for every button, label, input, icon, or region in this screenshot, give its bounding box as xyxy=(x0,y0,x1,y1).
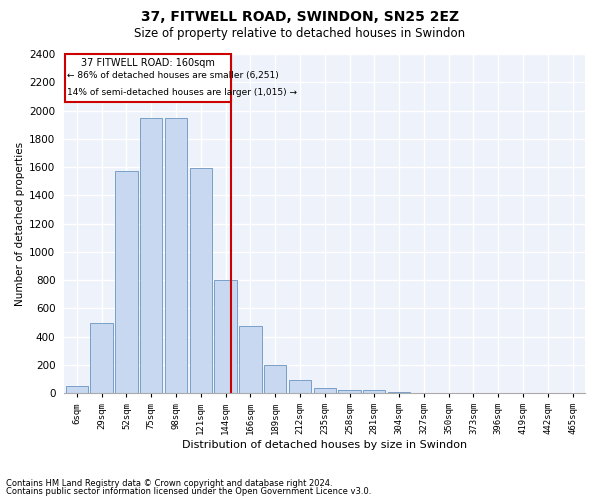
Bar xyxy=(264,365,286,393)
Bar xyxy=(314,388,336,393)
X-axis label: Distribution of detached houses by size in Swindon: Distribution of detached houses by size … xyxy=(182,440,467,450)
Bar xyxy=(338,390,361,393)
Bar xyxy=(214,280,237,393)
Bar xyxy=(363,390,385,393)
Text: 14% of semi-detached houses are larger (1,015) →: 14% of semi-detached houses are larger (… xyxy=(67,88,297,97)
Bar xyxy=(190,168,212,393)
Bar xyxy=(388,392,410,393)
Bar xyxy=(91,322,113,393)
Bar xyxy=(289,380,311,393)
Text: Contains public sector information licensed under the Open Government Licence v3: Contains public sector information licen… xyxy=(6,487,371,496)
Text: ← 86% of detached houses are smaller (6,251): ← 86% of detached houses are smaller (6,… xyxy=(67,71,279,80)
Bar xyxy=(65,386,88,393)
Bar xyxy=(115,170,137,393)
Text: 37 FITWELL ROAD: 160sqm: 37 FITWELL ROAD: 160sqm xyxy=(81,58,215,68)
Text: Size of property relative to detached houses in Swindon: Size of property relative to detached ho… xyxy=(134,28,466,40)
Y-axis label: Number of detached properties: Number of detached properties xyxy=(15,142,25,306)
Text: 37, FITWELL ROAD, SWINDON, SN25 2EZ: 37, FITWELL ROAD, SWINDON, SN25 2EZ xyxy=(141,10,459,24)
Bar xyxy=(165,118,187,393)
Bar xyxy=(140,118,163,393)
Bar xyxy=(65,54,231,102)
Text: Contains HM Land Registry data © Crown copyright and database right 2024.: Contains HM Land Registry data © Crown c… xyxy=(6,478,332,488)
Bar xyxy=(239,326,262,393)
